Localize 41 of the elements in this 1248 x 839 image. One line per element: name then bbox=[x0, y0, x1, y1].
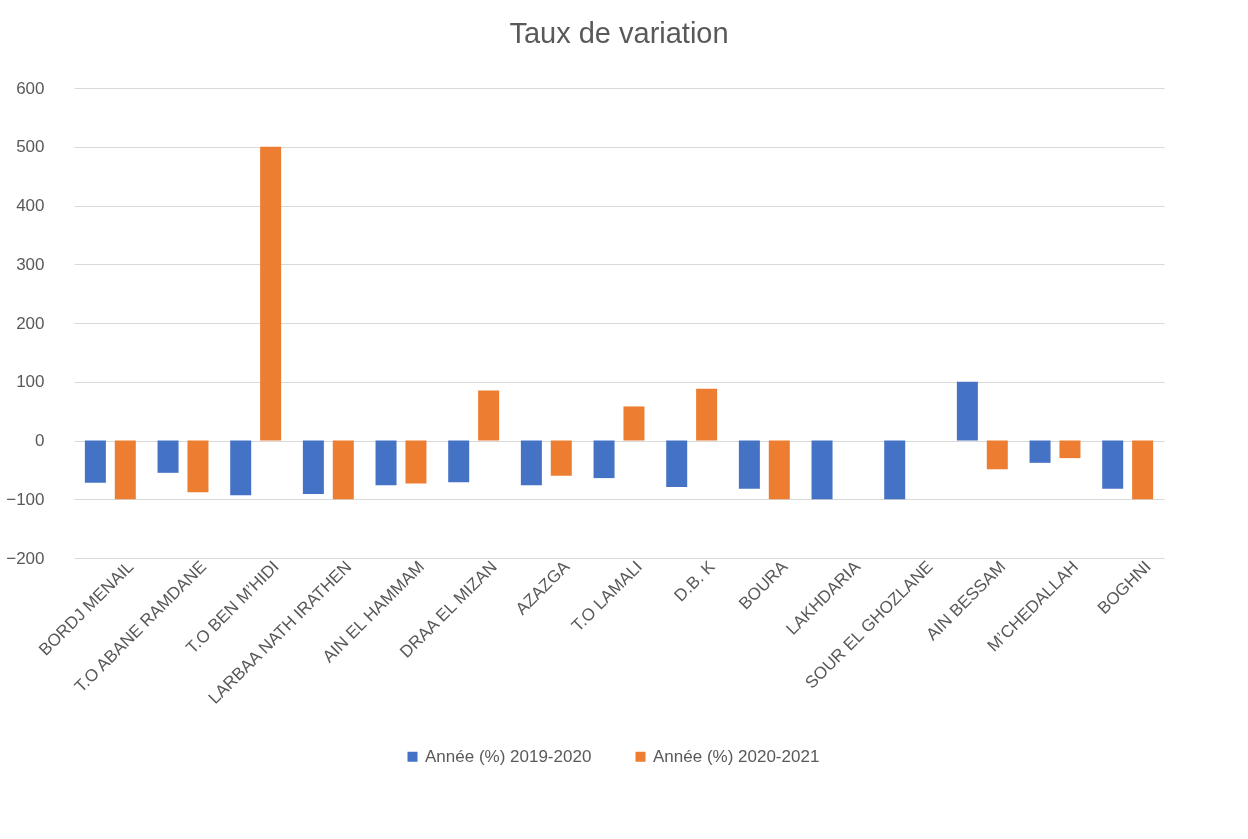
bar bbox=[593, 440, 615, 479]
bar bbox=[986, 440, 1008, 470]
bar bbox=[230, 440, 252, 496]
bar bbox=[405, 440, 427, 484]
bar bbox=[956, 381, 978, 441]
y-tick-label: 500 bbox=[16, 137, 45, 157]
bar bbox=[302, 440, 324, 494]
bar bbox=[260, 146, 282, 441]
bar bbox=[114, 440, 136, 500]
y-tick-label: 400 bbox=[16, 196, 45, 215]
x-tick-label: D.B. K bbox=[670, 556, 720, 606]
bar bbox=[157, 440, 179, 473]
chart-title: Taux de variation bbox=[509, 17, 729, 49]
y-tick-label: −200 bbox=[6, 548, 45, 568]
y-tick-label: 600 bbox=[16, 78, 45, 98]
bar bbox=[1102, 440, 1124, 489]
legend-label: Année (%) 2020-2021 bbox=[653, 746, 820, 766]
bar bbox=[696, 388, 718, 441]
bar bbox=[666, 440, 688, 487]
bar bbox=[187, 440, 209, 493]
y-tick-label: 100 bbox=[16, 372, 45, 392]
bar bbox=[1029, 440, 1051, 463]
bar bbox=[811, 440, 833, 500]
bar bbox=[332, 440, 354, 500]
bar bbox=[1132, 440, 1154, 500]
bar bbox=[84, 440, 106, 483]
y-tick-label: 300 bbox=[16, 254, 45, 274]
bar bbox=[738, 440, 760, 489]
bar bbox=[550, 440, 572, 476]
bar bbox=[623, 406, 645, 441]
bar bbox=[448, 440, 470, 483]
y-tick-label: −100 bbox=[6, 489, 45, 509]
bar bbox=[520, 440, 542, 486]
bar bbox=[478, 390, 500, 441]
bar bbox=[1059, 440, 1081, 459]
legend-label: Année (%) 2019-2020 bbox=[425, 746, 592, 766]
bar bbox=[768, 440, 790, 500]
bar bbox=[375, 440, 397, 486]
y-tick-label: 0 bbox=[35, 431, 45, 450]
bar bbox=[884, 440, 906, 500]
y-tick-label: 200 bbox=[16, 313, 45, 333]
